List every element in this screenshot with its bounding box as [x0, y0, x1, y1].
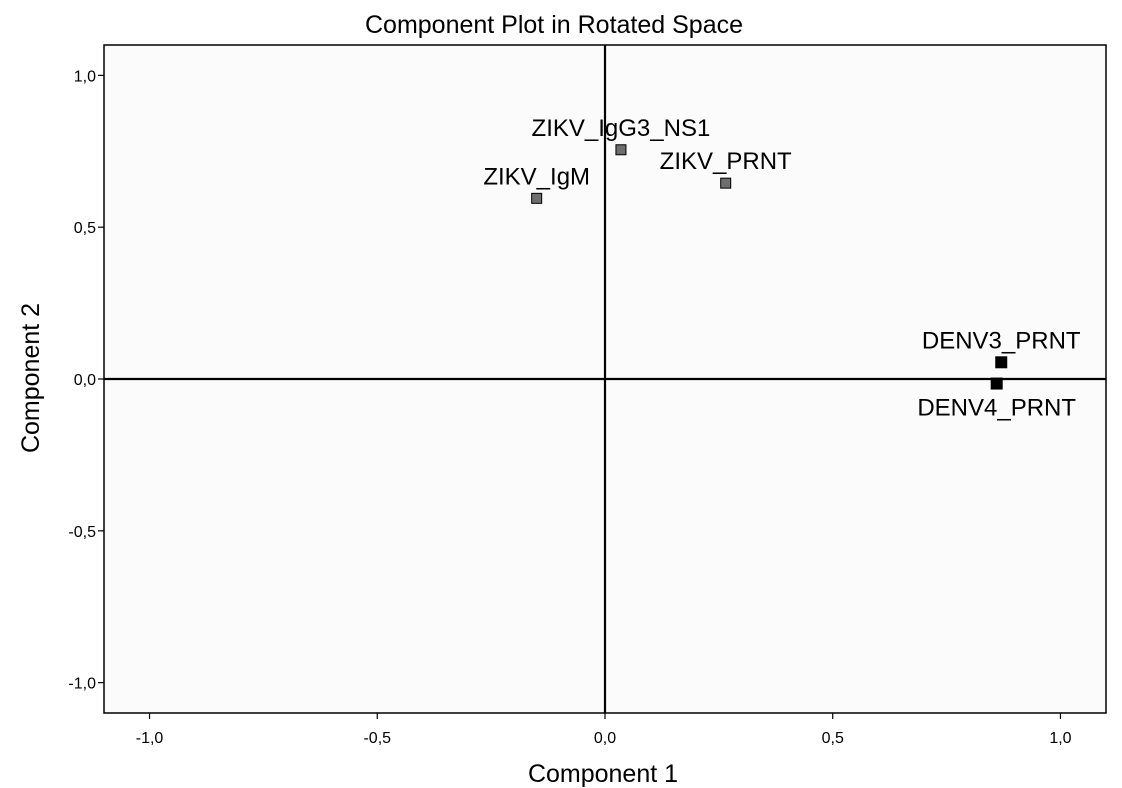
point-label: ZIKV_IgG3_NS1: [532, 115, 711, 142]
point-marker: [990, 377, 1003, 390]
point-marker: [531, 192, 543, 204]
x-tick-label: 0,5: [822, 730, 844, 747]
x-axis-ticks: -1,0 -0,5 0,0 0,5 1,0: [136, 713, 1072, 747]
point-label: DENV3_PRNT: [922, 327, 1081, 354]
x-tick-label: -1,0: [136, 730, 164, 747]
point-marker: [615, 144, 627, 156]
point-label: DENV4_PRNT: [917, 395, 1076, 422]
x-tick-label: 1,0: [1049, 730, 1071, 747]
y-axis-label: Component 2: [17, 303, 45, 453]
point-label: ZIKV_IgM: [483, 163, 590, 190]
y-tick-label: 0,0: [74, 372, 96, 389]
reference-lines: [104, 45, 1106, 713]
point-label: ZIKV_PRNT: [660, 148, 792, 175]
point-marker: [995, 356, 1008, 369]
y-axis-ticks: -1,0 -0,5 0,0 0,5 1,0: [68, 68, 104, 693]
y-tick-label: 0,5: [74, 220, 96, 237]
y-tick-label: -0,5: [68, 524, 96, 541]
x-tick-label: 0,0: [594, 730, 616, 747]
x-axis-label: Component 1: [528, 760, 678, 788]
chart-title: Component Plot in Rotated Space: [365, 11, 743, 39]
y-tick-label: 1,0: [74, 68, 96, 85]
y-tick-label: -1,0: [68, 676, 96, 693]
data-points: ZIKV_IgG3_NS1 ZIKV_IgM ZIKV_PRNT DENV3_PRNT…: [483, 115, 1081, 422]
x-tick-label: -0,5: [363, 730, 391, 747]
point-marker: [720, 177, 732, 189]
